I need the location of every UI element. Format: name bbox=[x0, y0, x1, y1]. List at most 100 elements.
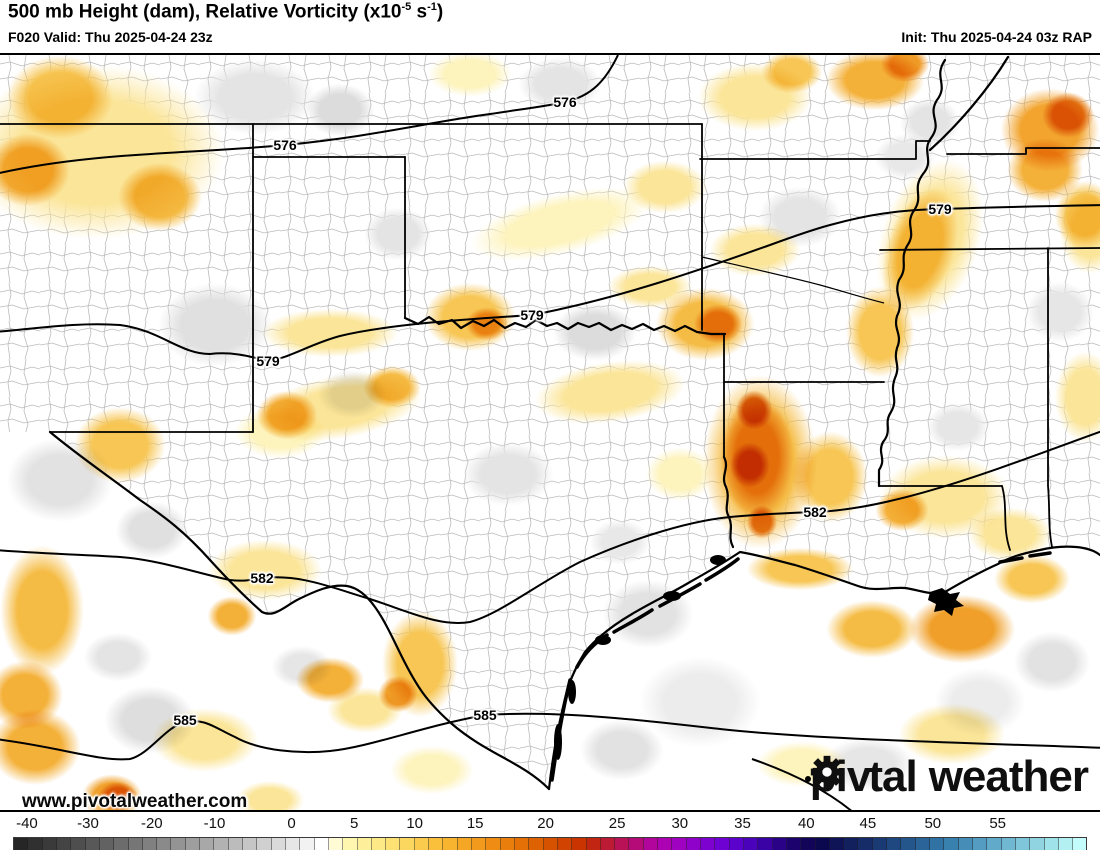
colorbar-tick-label: 45 bbox=[859, 815, 877, 832]
title-bar: 500 mb Height (dam), Relative Vorticity … bbox=[0, 0, 1100, 53]
colorbar-cell bbox=[228, 838, 243, 850]
colorbar-cell bbox=[200, 838, 215, 850]
colorbar-cell bbox=[114, 838, 129, 850]
contour-label-579: 579 bbox=[256, 353, 280, 369]
colorbar-cell bbox=[643, 838, 659, 850]
page-title: 500 mb Height (dam), Relative Vorticity … bbox=[8, 1, 444, 23]
colorbar-cell bbox=[629, 838, 644, 850]
colorbar-cell bbox=[1015, 838, 1031, 850]
colorbar-cell bbox=[572, 838, 587, 850]
colorbar-cell bbox=[414, 838, 430, 850]
colorbar-tick-label: -20 bbox=[140, 815, 163, 832]
colorbar-cell bbox=[457, 838, 472, 850]
colorbar-cell bbox=[300, 838, 315, 850]
colorbar-cell bbox=[386, 838, 401, 850]
colorbar-cell bbox=[686, 838, 701, 850]
colorbar-cell bbox=[972, 838, 988, 850]
colorbar-tick-label: 50 bbox=[924, 815, 942, 832]
colorbar-cell bbox=[42, 838, 57, 850]
contour-label-576: 576 bbox=[553, 94, 577, 110]
colorbar-cell bbox=[729, 838, 744, 850]
colorbar-cell bbox=[1073, 838, 1087, 850]
colorbar-cell bbox=[257, 838, 272, 850]
colorbar-cell bbox=[1001, 838, 1016, 850]
colorbar-cell bbox=[958, 838, 973, 850]
colorbar-cell bbox=[586, 838, 601, 850]
colorbar-cell bbox=[99, 838, 115, 850]
colorbar-cell bbox=[1030, 838, 1045, 850]
colorbar-cell bbox=[1044, 838, 1059, 850]
colorbar-cell bbox=[14, 838, 29, 850]
colorbar-cell bbox=[930, 838, 945, 850]
colorbar-cell bbox=[901, 838, 916, 850]
colorbar-cell bbox=[142, 838, 158, 850]
colorbar-cell bbox=[743, 838, 759, 850]
contour-582 bbox=[0, 430, 1100, 624]
colorbar-cell bbox=[472, 838, 487, 850]
contour-label-585: 585 bbox=[473, 707, 497, 723]
forecast-valid-label: F020 Valid: Thu 2025-04-24 23z bbox=[8, 29, 213, 45]
colorbar-cell bbox=[557, 838, 573, 850]
colorbar-cell bbox=[328, 838, 344, 850]
colorbar-tick-label: -30 bbox=[77, 815, 99, 832]
colorbar-cell bbox=[615, 838, 630, 850]
colorbar-cell bbox=[701, 838, 716, 850]
logo-text-tal: tal bbox=[868, 752, 917, 801]
laguna-madre-north bbox=[568, 680, 576, 704]
colorbar-cell bbox=[56, 838, 72, 850]
contour-label-579: 579 bbox=[928, 201, 952, 217]
laguna-madre-south bbox=[554, 724, 562, 760]
colorbar-tick-label: 20 bbox=[537, 815, 554, 832]
colorbar-tick-label: 35 bbox=[734, 815, 751, 832]
logo-text-weather: weather bbox=[928, 752, 1089, 801]
colorbar-cell bbox=[915, 838, 930, 850]
colorbar-cell bbox=[844, 838, 859, 850]
colorbar-cell bbox=[486, 838, 501, 850]
colorbar-cell bbox=[529, 838, 544, 850]
colorbar-cell bbox=[357, 838, 372, 850]
colorbar-cell bbox=[829, 838, 845, 850]
colorbar-tick-label: 40 bbox=[797, 815, 815, 832]
map-canvas: 576 576 579 579 579 582 582 585 585 www.pivotalw… bbox=[0, 53, 1100, 812]
colorbar-cell bbox=[872, 838, 888, 850]
contour-576 bbox=[0, 55, 619, 174]
colorbar-cell bbox=[28, 838, 43, 850]
colorbar-cell bbox=[944, 838, 959, 850]
colorbar-cell bbox=[858, 838, 873, 850]
height-contours-layer bbox=[0, 55, 1100, 810]
colorbar-cell bbox=[214, 838, 229, 850]
colorbar-cell bbox=[658, 838, 673, 850]
colorbar-cell bbox=[271, 838, 286, 850]
contour-label-579: 579 bbox=[520, 307, 544, 323]
pivotal-weather-logo: piv bbox=[810, 752, 1089, 801]
colorbar-cell bbox=[443, 838, 458, 850]
watermark-url: www.pivotalweather.com bbox=[22, 791, 248, 812]
colorbar-tick-label: 5 bbox=[350, 815, 359, 832]
colorbar-cell bbox=[600, 838, 616, 850]
model-init-label: Init: Thu 2025-04-24 03z RAP bbox=[901, 29, 1092, 45]
colorbar-tick-label: 10 bbox=[406, 815, 424, 832]
colorbar-cell bbox=[157, 838, 172, 850]
colorbar-cell bbox=[786, 838, 802, 850]
colorbar-cell bbox=[758, 838, 773, 850]
colorbar-cell bbox=[500, 838, 515, 850]
colorbar-cell bbox=[185, 838, 201, 850]
colorbar-cell bbox=[285, 838, 301, 850]
colorbar-tick-label: 25 bbox=[608, 815, 626, 832]
colorbar-cell bbox=[772, 838, 787, 850]
contour-label-585: 585 bbox=[173, 712, 197, 728]
contour-579 bbox=[0, 204, 1100, 363]
colorbar-cell bbox=[71, 838, 86, 850]
colorbar-cell bbox=[987, 838, 1002, 850]
colorbar-cell bbox=[543, 838, 558, 850]
colorbar-cell bbox=[1058, 838, 1074, 850]
colorbar-tick-label: 55 bbox=[989, 815, 1007, 832]
colorbar-tick-label: -40 bbox=[16, 815, 38, 832]
colorbar-cell bbox=[171, 838, 186, 850]
colorbar-tick-label: 15 bbox=[466, 815, 484, 832]
colorbar-tick-label: -10 bbox=[203, 815, 226, 832]
colorbar-cell bbox=[801, 838, 816, 850]
contour-label-576: 576 bbox=[273, 137, 297, 153]
colorbar-cell bbox=[815, 838, 830, 850]
